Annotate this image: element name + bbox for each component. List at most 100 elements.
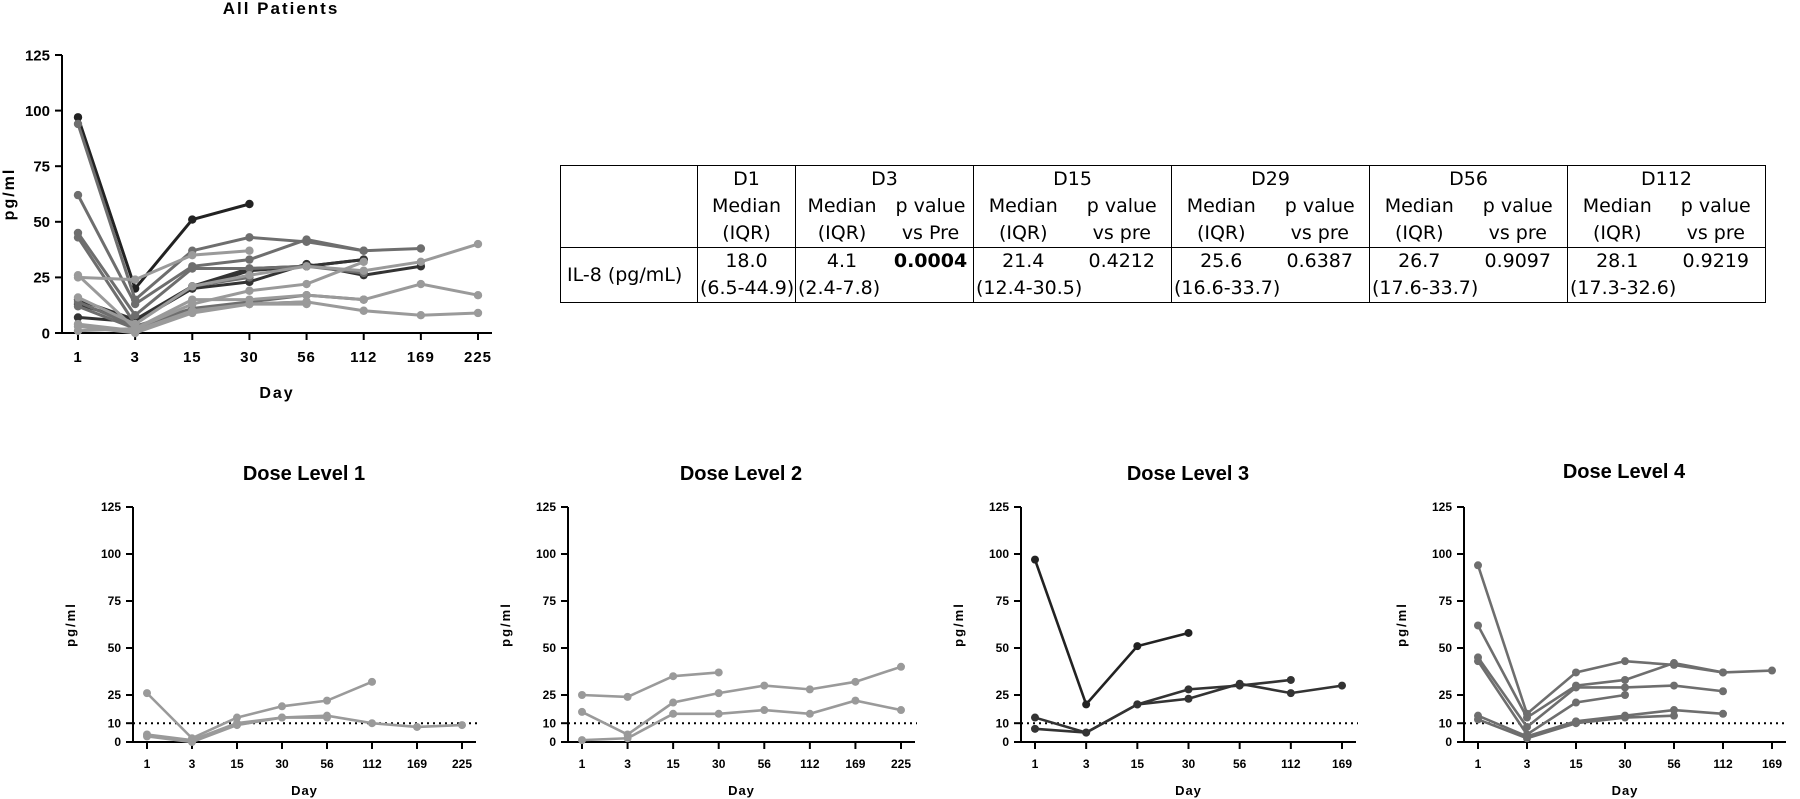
- data-point: [1523, 734, 1531, 743]
- x-tick-label: 3: [189, 757, 196, 771]
- x-tick-label: 30: [712, 757, 726, 771]
- data-point: [1474, 561, 1482, 570]
- y-tick-label: 100: [101, 547, 121, 561]
- cell-d56: 26.7 0.9097 (17.6-33.7): [1369, 247, 1568, 303]
- data-point: [1474, 657, 1482, 666]
- cell-d112: 28.1 0.9219 (17.3-32.6): [1567, 247, 1766, 303]
- y-tick-label: 100: [989, 547, 1009, 561]
- x-tick-label: 15: [230, 757, 244, 771]
- data-point: [1572, 719, 1580, 728]
- median-label: Median: [1582, 195, 1652, 217]
- chart-title: Dose Level 2: [680, 463, 802, 485]
- y-tick-label: 125: [1432, 500, 1452, 514]
- data-point: [1621, 691, 1629, 699]
- series-path: [1476, 660, 1626, 737]
- data-point: [73, 113, 83, 122]
- x-tick-label: 112: [1281, 757, 1301, 771]
- data-point: [416, 257, 426, 267]
- y-axis-label: pg/ml: [498, 602, 513, 647]
- p-value: 0.0004: [893, 250, 968, 272]
- data-point: [233, 713, 241, 722]
- data-point: [323, 696, 331, 705]
- y-tick-label: 50: [543, 641, 557, 655]
- data-point: [245, 246, 254, 255]
- series-path: [76, 260, 365, 331]
- x-tick-label: 30: [1182, 757, 1196, 771]
- y-tick-label: 75: [996, 594, 1010, 608]
- data-point: [1031, 713, 1039, 722]
- y-tick-label: 50: [1439, 641, 1453, 655]
- x-axis-label: Day: [291, 783, 318, 798]
- data-point: [302, 235, 311, 244]
- y-tick-label: 0: [549, 735, 556, 749]
- data-point: [130, 328, 140, 338]
- chart-all-patients: All Patients 0 25 50 75 100 125 1 3 15 30 56 112 169 2…: [1, 0, 492, 402]
- data-point: [245, 299, 254, 309]
- data-point: [245, 255, 254, 264]
- data-point: [1670, 659, 1678, 668]
- data-point: [1523, 713, 1531, 722]
- median-value: 25.6: [1200, 250, 1243, 272]
- iqr-label: (IQR): [1394, 222, 1444, 244]
- y-tick-label: 125: [101, 500, 121, 514]
- data-point: [578, 691, 586, 699]
- data-point: [623, 734, 632, 743]
- data-point: [188, 215, 197, 224]
- data-point: [760, 706, 769, 715]
- series-path: [76, 116, 250, 292]
- data-point: [245, 264, 254, 273]
- data-point: [416, 279, 426, 289]
- x-tick-label: 30: [240, 349, 259, 366]
- data-point: [669, 672, 678, 681]
- data-point: [73, 313, 83, 322]
- x-tick-label: 1: [579, 757, 586, 771]
- y-tick-label: 75: [1439, 594, 1453, 608]
- median-value: 26.7: [1398, 250, 1441, 272]
- table-col-d1: D1 Median (IQR): [697, 165, 796, 248]
- data-point: [368, 719, 376, 728]
- chart-title: All Patients: [223, 0, 340, 18]
- data-point: [851, 696, 860, 705]
- data-point: [413, 722, 421, 731]
- x-tick-label: 169: [845, 757, 865, 771]
- pvalue-label: p value: [895, 195, 966, 217]
- y-tick-label: 125: [989, 500, 1009, 514]
- x-axis-label: Day: [259, 385, 294, 402]
- chart-title: Dose Level 4: [1563, 461, 1686, 483]
- data-point: [473, 290, 483, 300]
- data-point: [1621, 657, 1629, 666]
- series-path: [77, 242, 479, 326]
- data-point: [245, 286, 254, 295]
- iqr-label: (IQR): [998, 222, 1048, 244]
- data-point: [1719, 709, 1727, 718]
- x-tick-label: 15: [183, 349, 202, 366]
- cell-d1: 18.0 (6.5-44.9): [697, 247, 796, 303]
- series-path: [1034, 678, 1291, 734]
- x-tick-label: 3: [624, 757, 631, 771]
- y-tick-label: 125: [25, 47, 50, 64]
- x-tick-label: 56: [1667, 757, 1681, 771]
- table-col-d15: D15 Median p value (IQR) vs pre: [973, 165, 1172, 248]
- vs-pre-label: vs pre: [1092, 222, 1151, 244]
- data-point: [1031, 724, 1039, 733]
- p-value: 0.9097: [1484, 250, 1551, 272]
- data-point: [73, 270, 83, 280]
- series-line: [143, 713, 331, 746]
- iqr-value: (12.4-30.5): [976, 277, 1083, 299]
- y-tick-label: 0: [42, 325, 50, 342]
- data-point: [245, 233, 254, 242]
- y-axis-label: pg/ml: [951, 602, 966, 647]
- p-value: 0.4212: [1088, 250, 1155, 272]
- y-tick-label: 10: [996, 716, 1010, 730]
- data-point: [1719, 668, 1727, 677]
- y-tick-label: 100: [536, 547, 556, 561]
- y-tick-label: 25: [1439, 688, 1453, 702]
- data-point: [278, 713, 286, 722]
- median-label: Median: [711, 195, 782, 217]
- data-point: [188, 308, 197, 318]
- y-tick-label: 25: [996, 688, 1010, 702]
- chart-dose-level-2: Dose Level 2 0 10 25 50 75 100 125 1 3 15 30 56 112 16…: [498, 463, 917, 798]
- data-point: [359, 266, 368, 275]
- series-path: [1476, 624, 1724, 720]
